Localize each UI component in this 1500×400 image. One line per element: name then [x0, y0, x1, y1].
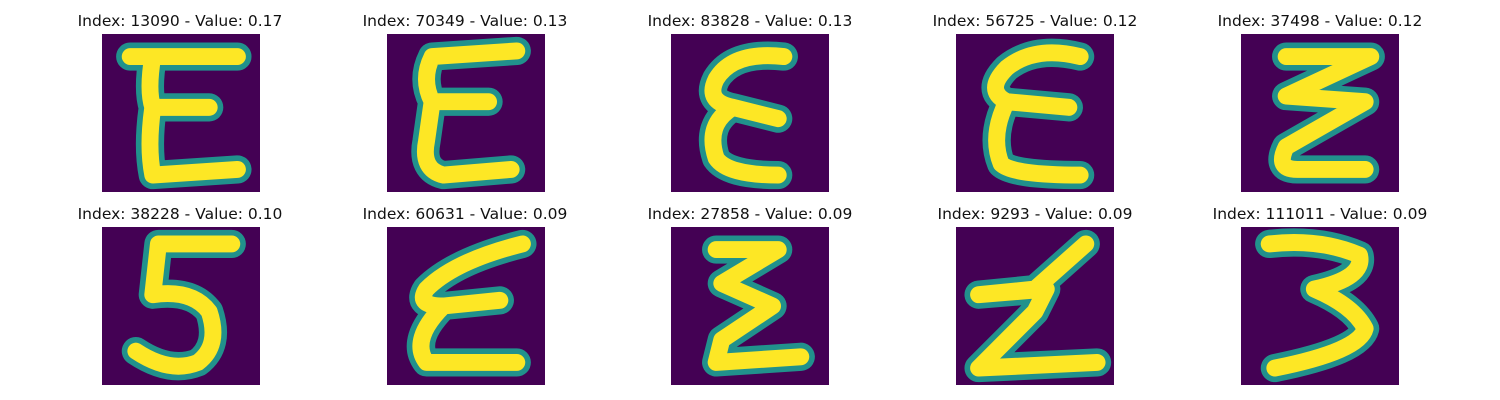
digit-image-panel [102, 227, 262, 387]
panel-caption: Index: 27858 - Value: 0.09 [647, 205, 853, 223]
handwritten-glyph-image [956, 227, 1114, 385]
panel-caption: Index: 9293 - Value: 0.09 [937, 205, 1133, 223]
handwritten-glyph-image [671, 34, 829, 192]
digit-image-panel [956, 227, 1116, 387]
handwritten-glyph-image [956, 34, 1114, 192]
handwritten-glyph-image [1241, 34, 1399, 192]
handwritten-glyph-image [1241, 227, 1399, 385]
digit-image-panel [671, 227, 831, 387]
digit-image-panel [102, 34, 262, 194]
digit-image-panel [671, 34, 831, 194]
digit-image-panel [956, 34, 1116, 194]
digit-image-panel [1241, 227, 1401, 387]
handwritten-glyph-image [387, 34, 545, 192]
digit-image-panel [387, 34, 547, 194]
handwritten-glyph-image [387, 227, 545, 385]
panel-caption: Index: 38228 - Value: 0.10 [77, 205, 283, 223]
panel-caption: Index: 70349 - Value: 0.13 [362, 12, 568, 30]
panel-caption: Index: 56725 - Value: 0.12 [932, 12, 1138, 30]
handwritten-glyph-image [102, 34, 260, 192]
panel-caption: Index: 83828 - Value: 0.13 [647, 12, 853, 30]
digit-image-panel [1241, 34, 1401, 194]
handwritten-glyph-image [102, 227, 260, 385]
panel-caption: Index: 37498 - Value: 0.12 [1217, 12, 1423, 30]
handwritten-glyph-image [671, 227, 829, 385]
panel-caption: Index: 60631 - Value: 0.09 [362, 205, 568, 223]
panel-caption: Index: 13090 - Value: 0.17 [77, 12, 283, 30]
digit-image-panel [387, 227, 547, 387]
panel-caption: Index: 111011 - Value: 0.09 [1212, 205, 1428, 223]
